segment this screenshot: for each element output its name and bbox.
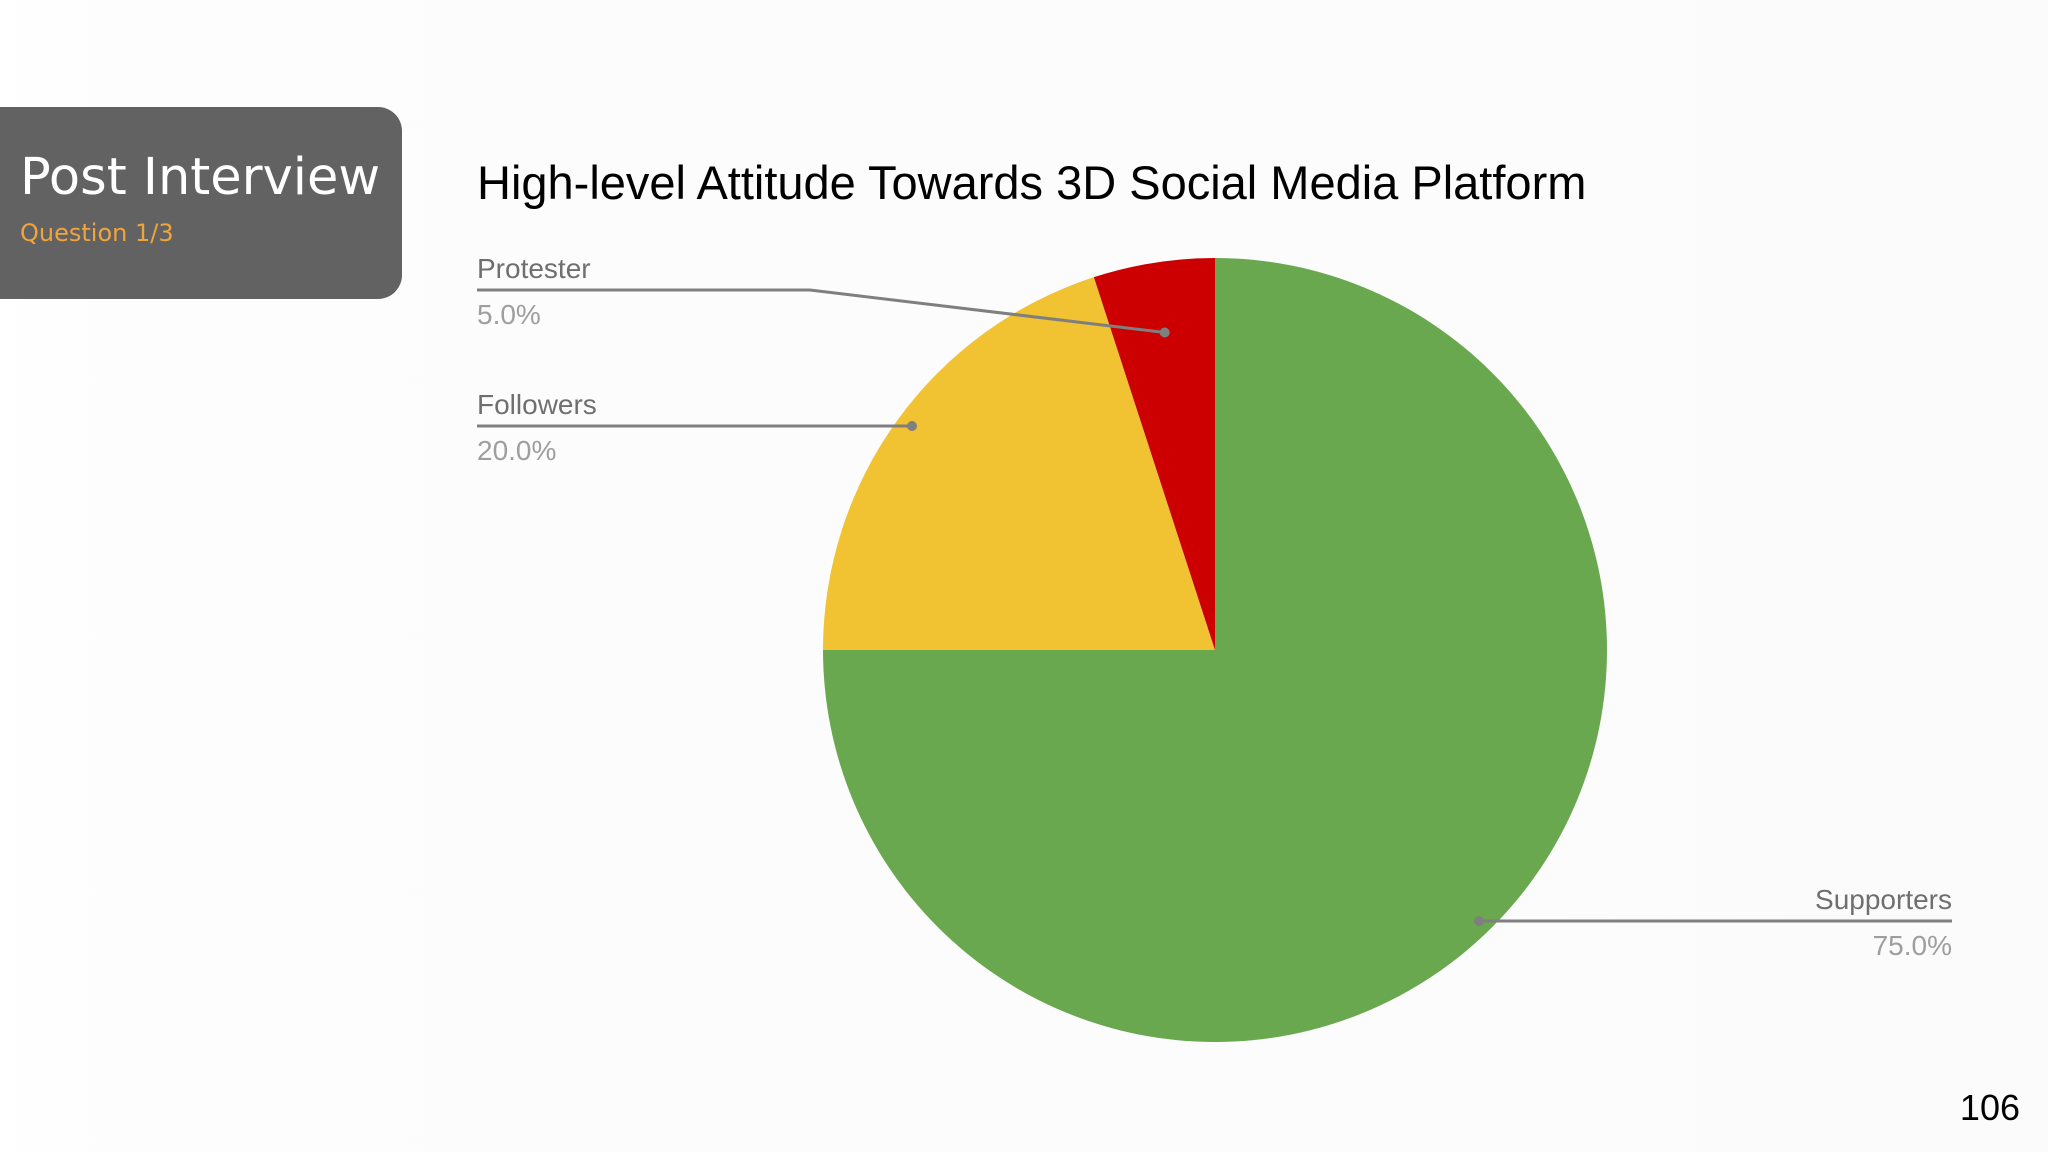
leader-dot-protester xyxy=(1159,327,1170,338)
page-number: 106 xyxy=(1959,1087,2020,1128)
header-title: Post Interview xyxy=(20,148,381,207)
callout-value-supporters: 75.0% xyxy=(1873,930,1952,961)
callout-label-followers: Followers xyxy=(477,389,597,420)
pie-slices xyxy=(823,258,1607,1042)
header-subtitle: Question 1/3 xyxy=(20,219,174,247)
callout-value-followers: 20.0% xyxy=(477,435,556,466)
pie-slice-followers xyxy=(823,277,1215,650)
leader-dot-supporters xyxy=(1474,916,1484,926)
leader-dot-followers xyxy=(907,421,917,431)
chart-title: High-level Attitude Towards 3D Social Me… xyxy=(477,156,1586,209)
callout-label-protester: Protester xyxy=(477,253,591,284)
callout-value-protester: 5.0% xyxy=(477,299,541,330)
header-box xyxy=(0,107,402,299)
pie-slice-protester xyxy=(1093,258,1215,650)
callout-label-supporters: Supporters xyxy=(1815,884,1952,915)
callout-labels: Supporters 75.0% Followers 20.0% Protester 5.… xyxy=(477,253,1952,961)
callout-followers: Followers 20.0% xyxy=(477,389,917,466)
callout-supporters: Supporters 75.0% xyxy=(1474,884,1952,961)
callout-protester: Protester 5.0% xyxy=(477,253,1170,338)
leader-line-protester xyxy=(477,288,1165,335)
